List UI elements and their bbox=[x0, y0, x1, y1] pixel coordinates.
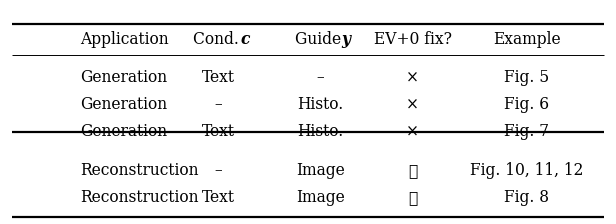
Text: Image: Image bbox=[296, 189, 345, 206]
Text: Reconstruction: Reconstruction bbox=[80, 189, 198, 206]
Text: ×: × bbox=[406, 96, 419, 113]
Text: Reconstruction: Reconstruction bbox=[80, 162, 198, 179]
Text: ✓: ✓ bbox=[408, 162, 418, 179]
Text: Fig. 6: Fig. 6 bbox=[504, 96, 549, 113]
Text: Example: Example bbox=[493, 31, 561, 48]
Text: ✓: ✓ bbox=[408, 189, 418, 206]
Text: Text: Text bbox=[202, 189, 235, 206]
Text: y: y bbox=[342, 31, 351, 48]
Text: Fig. 5: Fig. 5 bbox=[504, 69, 549, 86]
Text: Cond.: Cond. bbox=[193, 31, 244, 48]
Text: Fig. 7: Fig. 7 bbox=[504, 123, 549, 140]
Text: Generation: Generation bbox=[80, 96, 167, 113]
Text: –: – bbox=[215, 162, 222, 179]
Text: Image: Image bbox=[296, 162, 345, 179]
Text: Fig. 8: Fig. 8 bbox=[504, 189, 549, 206]
Text: c: c bbox=[240, 31, 250, 48]
Text: Generation: Generation bbox=[80, 69, 167, 86]
Text: Histo.: Histo. bbox=[297, 96, 344, 113]
Text: Generation: Generation bbox=[80, 123, 167, 140]
Text: ×: × bbox=[406, 123, 419, 140]
Text: EV+0 fix?: EV+0 fix? bbox=[374, 31, 452, 48]
Text: Text: Text bbox=[202, 123, 235, 140]
Text: –: – bbox=[317, 69, 324, 86]
Text: Text: Text bbox=[202, 69, 235, 86]
Text: Fig. 10, 11, 12: Fig. 10, 11, 12 bbox=[470, 162, 583, 179]
Text: ×: × bbox=[406, 69, 419, 86]
Text: Application: Application bbox=[80, 31, 169, 48]
Text: Guide: Guide bbox=[295, 31, 346, 48]
Text: Histo.: Histo. bbox=[297, 123, 344, 140]
Text: –: – bbox=[215, 96, 222, 113]
